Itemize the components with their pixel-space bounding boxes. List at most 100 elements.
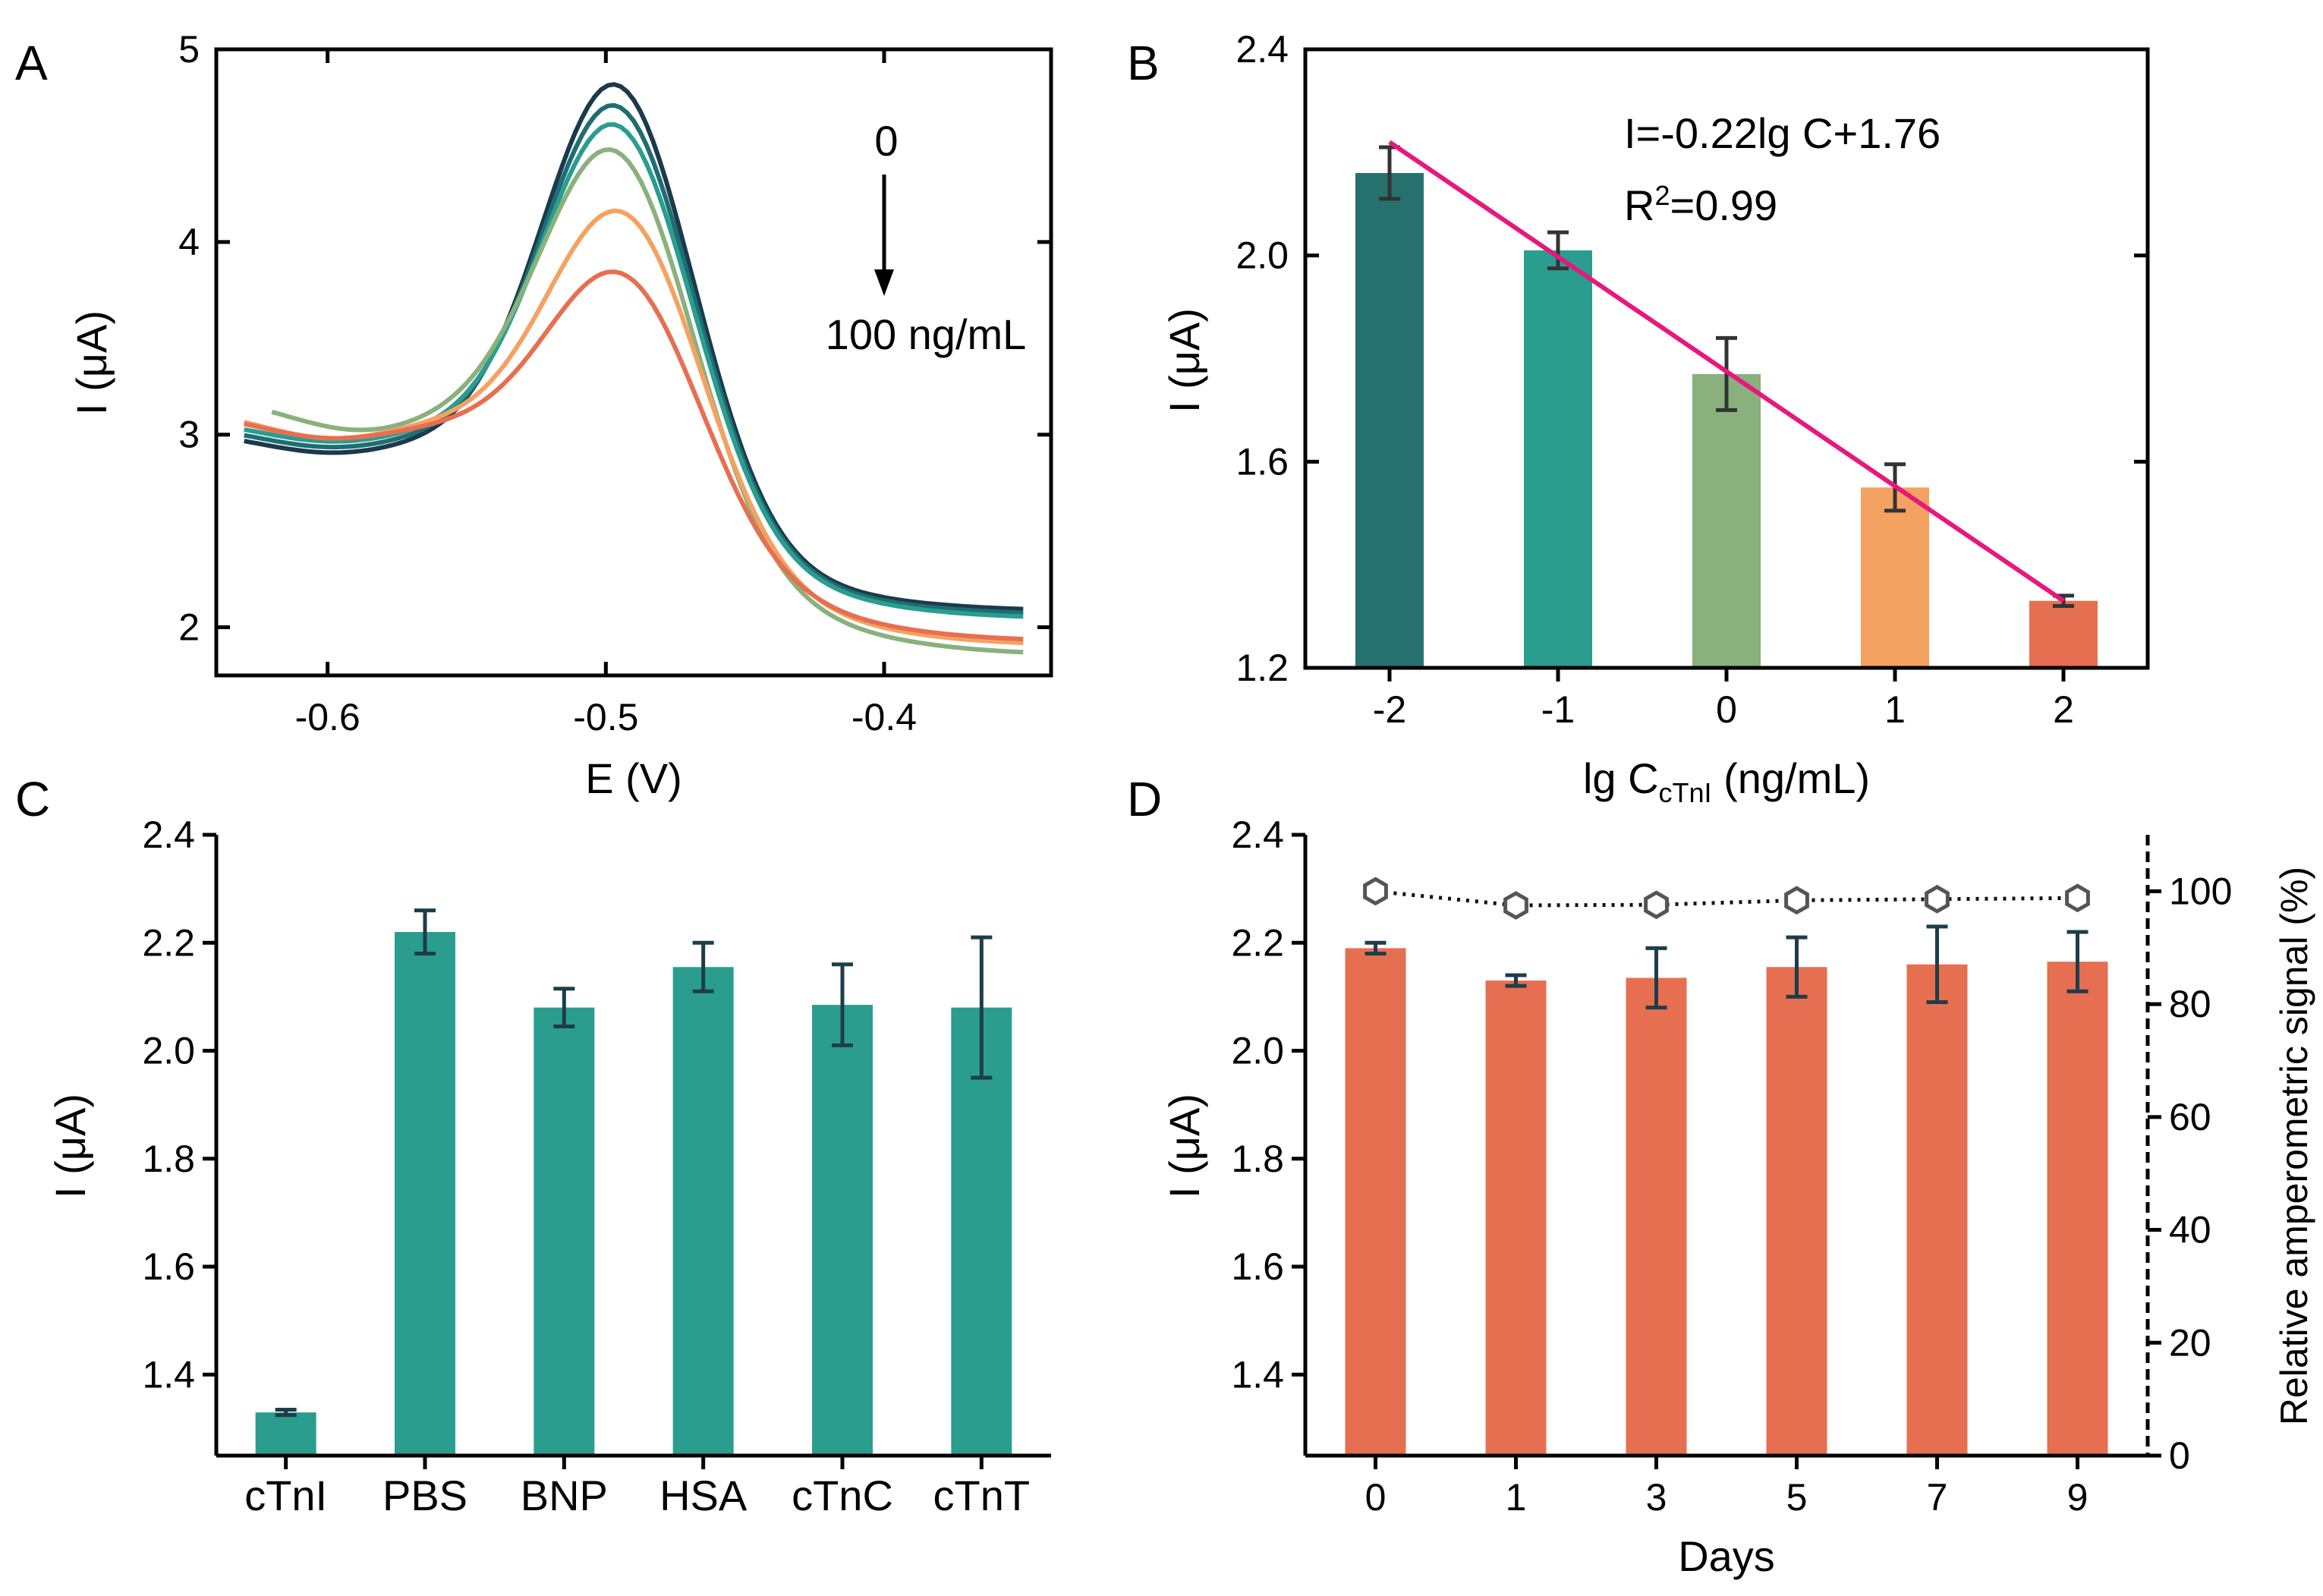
panel-d: D 1.4 1.6 1.8 2.0 2.2 2.4 0 20 40 60 80 100 0 1 3 5 7 9… — [1127, 772, 2315, 1580]
y-tick-label-d: 2.4 — [1231, 814, 1284, 856]
bar-b-1 — [1524, 250, 1592, 668]
y-axis-ticks-b: 1.2 1.6 2.0 2.4 — [1235, 28, 2148, 689]
concentration-end-label: 100 ng/mL — [826, 310, 1027, 358]
y-tick-label-c: 1.4 — [142, 1353, 195, 1396]
x-axis-ticks-a: -0.6 -0.5 -0.4 — [295, 49, 917, 738]
x-axis-title-b-main: lg C — [1583, 754, 1659, 802]
x-tick-label-c: cTnT — [933, 1472, 1031, 1519]
bar-b-3 — [1861, 487, 1929, 668]
x-tick-label-d: 9 — [2067, 1476, 2088, 1519]
bar-b-2 — [1692, 373, 1761, 668]
cv-curve-0 — [244, 82, 1024, 612]
x-axis-title-b-unit: (ng/mL) — [1712, 754, 1871, 802]
error-bars-b — [1379, 145, 2074, 608]
bar-d-3 — [1766, 967, 1827, 1456]
y-tick-label-d: 1.6 — [1231, 1245, 1284, 1288]
y-tick-label-b: 1.6 — [1235, 440, 1289, 483]
cv-curves — [243, 82, 1024, 655]
x-tick-label-c: PBS — [382, 1472, 467, 1519]
relative-signal-marker — [1363, 877, 1388, 906]
y-tick-label-b: 2.0 — [1235, 235, 1289, 277]
concentration-start-label: 0 — [874, 117, 898, 165]
x-axis-title-b-subscript: cTnI — [1659, 777, 1712, 808]
y-axis-title-b: I (μA) — [1160, 308, 1208, 413]
y-tick-label-c: 1.8 — [142, 1138, 195, 1180]
relative-signal-marker — [1784, 886, 1809, 915]
x-tick-label-d: 5 — [1786, 1476, 1808, 1519]
cv-curve-2 — [244, 121, 1024, 619]
concentration-arrow-head — [874, 269, 894, 296]
error-bars-c — [275, 908, 993, 1418]
y-tick-label-b: 2.4 — [1235, 28, 1289, 71]
x-tick-label-a: -0.6 — [295, 696, 360, 738]
x-tick-label-d: 3 — [1646, 1476, 1667, 1519]
y-tick-label-c: 2.4 — [142, 814, 195, 856]
y-axis-title-c: I (μA) — [46, 1094, 94, 1198]
x-tick-label-d: 1 — [1506, 1476, 1527, 1519]
r-squared-base: R — [1624, 181, 1654, 229]
y-tick-label-c: 2.0 — [142, 1030, 195, 1072]
bar-b-0 — [1355, 173, 1424, 668]
y-axis-title-a: I (μA) — [68, 310, 115, 415]
x-axis-ticks-d: 0 1 3 5 7 9 — [1365, 1456, 2088, 1519]
y-tick-label-right-d: 20 — [2169, 1321, 2211, 1364]
relative-signal-marker — [2065, 883, 2090, 913]
x-axis-title-a: E (V) — [585, 754, 682, 802]
x-tick-label-b: 1 — [1884, 688, 1906, 731]
y-tick-label-a: 3 — [178, 414, 200, 456]
y-tick-label-b: 1.2 — [1235, 647, 1289, 689]
x-axis-title-d: Days — [1678, 1532, 1775, 1580]
y-tick-label-right-d: 80 — [2169, 983, 2211, 1025]
plot-frame-a — [214, 47, 1053, 678]
fit-equation: I=-0.22lg C+1.76 — [1624, 109, 1941, 157]
bar-c-3 — [672, 967, 734, 1456]
cv-curve-5 — [244, 269, 1024, 642]
bars-b — [1355, 173, 2098, 668]
bar-d-2 — [1626, 977, 1687, 1456]
bar-c-1 — [395, 932, 455, 1456]
x-tick-label-b: 0 — [1716, 688, 1737, 731]
r-squared-superscript: 2 — [1654, 180, 1670, 211]
y-tick-label-c: 2.2 — [142, 921, 195, 964]
panel-letter-d: D — [1127, 772, 1162, 826]
bar-d-0 — [1345, 948, 1406, 1456]
y-axis-title-right-d: Relative amperometric signal (%) — [2273, 867, 2315, 1425]
cv-curve-3 — [271, 146, 1024, 655]
bar-d-5 — [2047, 962, 2108, 1456]
y-tick-label-d: 2.2 — [1231, 921, 1284, 964]
y-tick-label-right-d: 60 — [2169, 1096, 2211, 1138]
x-tick-label-c: HSA — [659, 1472, 748, 1519]
linear-fit-line — [1388, 140, 2065, 603]
y-tick-label-right-d: 40 — [2169, 1209, 2211, 1251]
x-tick-label-b: -2 — [1373, 688, 1406, 731]
bar-d-4 — [1906, 964, 1968, 1456]
panel-letter-b: B — [1127, 36, 1160, 90]
bar-b-4 — [2029, 600, 2098, 668]
panel-letter-a: A — [15, 36, 48, 90]
relative-signal-marker — [1925, 884, 1950, 914]
x-axis-title-b: lg CcTnI (ng/mL) — [1583, 754, 1870, 808]
x-tick-label-d: 0 — [1365, 1476, 1387, 1519]
bars-c — [255, 932, 1012, 1456]
error-bars-d — [1365, 924, 2088, 1010]
relative-signal-line — [1375, 889, 2078, 908]
y-axis-ticks-right-d: 0 20 40 60 80 100 — [2148, 870, 2232, 1477]
bar-d-1 — [1485, 981, 1547, 1456]
y-axis-ticks-d: 1.4 1.6 1.8 2.0 2.2 2.4 — [1231, 814, 1305, 1396]
r-squared-value: =0.99 — [1670, 181, 1777, 229]
x-tick-label-a: -0.5 — [573, 696, 638, 738]
y-tick-label-d: 2.0 — [1231, 1030, 1284, 1072]
y-axis-ticks-c: 1.4 1.6 1.8 2.0 2.2 2.4 — [142, 814, 216, 1396]
x-tick-label-a: -0.4 — [851, 696, 917, 738]
x-axis-ticks-c: cTnI PBS BNP HSA cTnC cTnT — [244, 1456, 1030, 1519]
bars-d — [1345, 948, 2108, 1456]
y-axis-title-d: I (μA) — [1160, 1094, 1208, 1198]
x-tick-label-c: cTnI — [244, 1472, 327, 1519]
y-tick-label-a: 2 — [178, 606, 200, 649]
y-tick-label-c: 1.6 — [142, 1245, 195, 1288]
y-tick-label-a: 4 — [178, 221, 200, 263]
bar-c-5 — [951, 1007, 1012, 1456]
bar-c-0 — [255, 1412, 316, 1456]
y-tick-label-d: 1.4 — [1231, 1353, 1284, 1396]
